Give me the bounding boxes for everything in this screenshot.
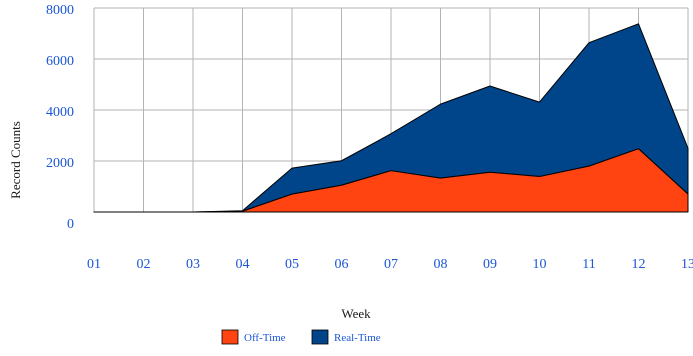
x-tick-label: 09 xyxy=(483,257,497,272)
legend-swatch xyxy=(311,329,329,345)
x-tick-label: 13 xyxy=(681,257,693,272)
x-tick-label: 07 xyxy=(384,257,398,272)
x-tick-label: 10 xyxy=(533,257,547,272)
x-tick-label: 12 xyxy=(632,257,646,272)
y-tick-label: 4000 xyxy=(46,105,74,120)
y-tick-label: 8000 xyxy=(46,3,74,18)
legend-swatch xyxy=(221,329,239,345)
x-tick-labels: 01 02 03 04 05 06 07 08 09 10 11 12 13 xyxy=(87,257,693,272)
x-tick-label: 03 xyxy=(186,257,200,272)
x-tick-label: 05 xyxy=(285,257,299,272)
x-tick-label: 01 xyxy=(87,257,101,272)
y-tick-labels: 0 2000 4000 6000 8000 xyxy=(46,3,74,232)
y-axis-title: Record Counts xyxy=(8,121,23,199)
x-axis-title: Week xyxy=(341,306,371,321)
x-tick-label: 08 xyxy=(434,257,448,272)
legend: Off-Time Real-Time xyxy=(221,329,381,345)
x-tick-label: 11 xyxy=(582,257,595,272)
x-tick-label: 02 xyxy=(137,257,151,272)
y-tick-label: 0 xyxy=(67,217,74,232)
y-tick-label: 2000 xyxy=(46,156,74,171)
y-tick-label: 6000 xyxy=(46,54,74,69)
legend-label: Off-Time xyxy=(244,332,286,344)
x-tick-label: 04 xyxy=(236,257,250,272)
x-tick-label: 06 xyxy=(335,257,349,272)
legend-label: Real-Time xyxy=(334,332,381,344)
